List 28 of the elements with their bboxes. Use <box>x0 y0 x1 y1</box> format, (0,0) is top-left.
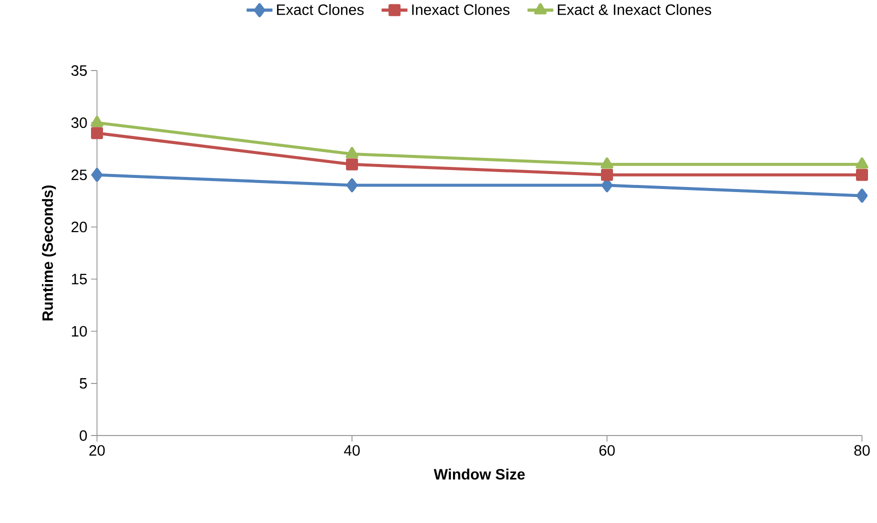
y-axis-title: Runtime (Seconds) <box>42 186 56 321</box>
y-tick-label: 30 <box>71 118 87 128</box>
y-tick-label: 5 <box>80 378 87 389</box>
y-tick-label: 10 <box>72 326 87 337</box>
point <box>91 168 103 182</box>
x-tick-label: 40 <box>344 445 360 456</box>
x-axis-title: Window Size <box>434 468 525 480</box>
y-tick-label: 20 <box>72 222 87 233</box>
y-tick-label: 25 <box>72 170 87 180</box>
point <box>601 169 614 182</box>
point <box>856 169 868 182</box>
point <box>90 116 104 128</box>
y-tick-label: 0 <box>80 430 87 442</box>
point <box>346 158 358 171</box>
x-tick-label: 20 <box>89 445 105 456</box>
point <box>346 147 358 158</box>
legend-label: Exact Clones <box>277 4 364 16</box>
legend-label: Exact & Inexact Clones <box>558 4 712 16</box>
point <box>856 188 868 203</box>
point <box>91 127 103 140</box>
x-tick-label: 60 <box>599 445 615 456</box>
legend-label: Inexact Clones <box>412 4 510 16</box>
point <box>856 158 868 169</box>
y-tick-label: 35 <box>71 65 87 76</box>
point <box>600 158 614 169</box>
y-tick-label: 15 <box>72 274 87 285</box>
point <box>346 178 358 192</box>
x-tick-label: 80 <box>854 445 870 456</box>
